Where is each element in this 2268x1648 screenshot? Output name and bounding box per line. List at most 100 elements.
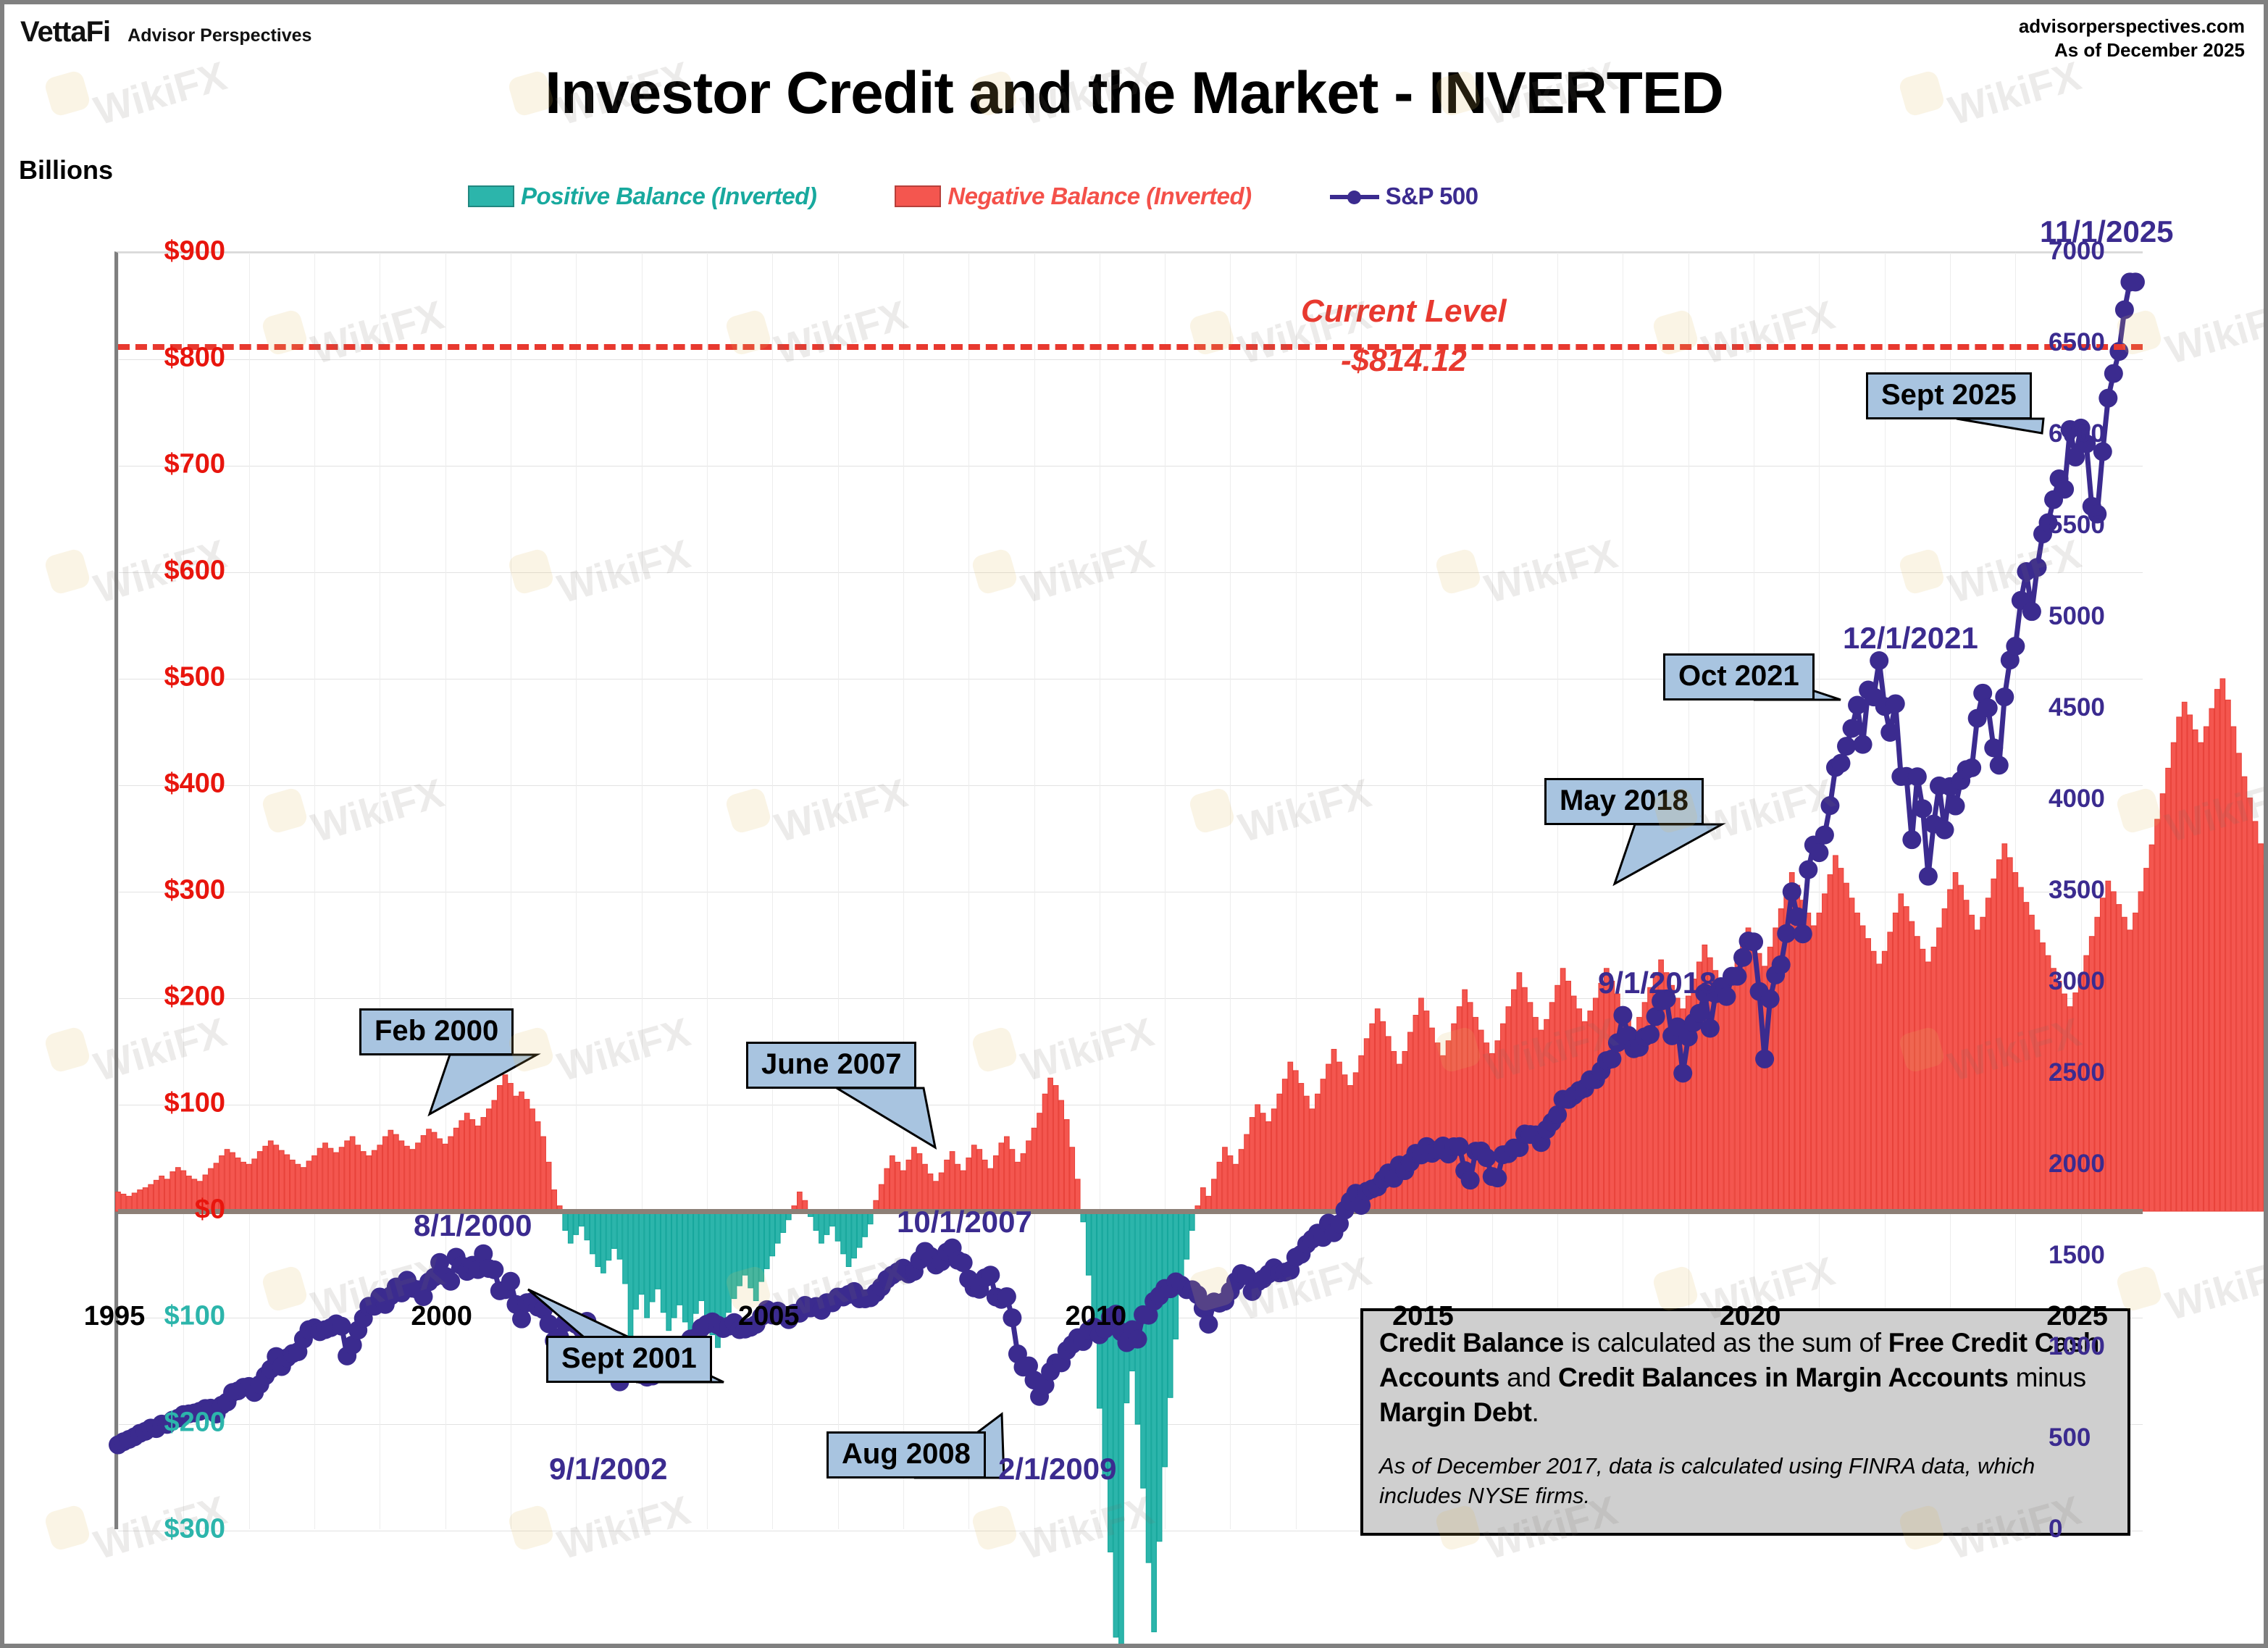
vertical-gridline bbox=[314, 253, 315, 1529]
sp500-point bbox=[981, 1266, 1000, 1285]
sp500-point bbox=[1460, 1171, 1480, 1190]
sp500-point bbox=[1842, 719, 1862, 738]
vertical-gridline bbox=[837, 253, 839, 1529]
sp500-point bbox=[1602, 1049, 1622, 1068]
y-axis-right-tick: 0 bbox=[2049, 1515, 2063, 1543]
callout-may-2018[interactable]: May 2018 bbox=[1544, 778, 1704, 825]
wikifx-watermark-text: WikiFX bbox=[2160, 1247, 2268, 1329]
sp500-point bbox=[1788, 907, 1807, 927]
sp500-point bbox=[1848, 695, 1867, 715]
sp500-point bbox=[1018, 1356, 1038, 1376]
sp500-point bbox=[1815, 825, 1834, 845]
x-axis-tick: 1995 bbox=[83, 1301, 146, 1331]
legend-item-sp500[interactable]: S&P 500 bbox=[1329, 183, 1478, 210]
methodology-note-main: Credit Balance is calculated as the sum … bbox=[1379, 1326, 2112, 1430]
sp500-point bbox=[1777, 924, 1796, 943]
vertical-gridline bbox=[772, 253, 774, 1529]
callout-sept-2025[interactable]: Sept 2025 bbox=[1866, 372, 2032, 419]
sp500-point bbox=[1782, 882, 1802, 901]
y-axis-left-tick: $100 bbox=[164, 1300, 225, 1331]
callout-feb-2000[interactable]: Feb 2000 bbox=[359, 1008, 514, 1055]
sp500-point bbox=[2038, 513, 2058, 532]
y-axis-units-label: Billions bbox=[19, 155, 114, 185]
sp500-point bbox=[2066, 447, 2085, 467]
sp500-point bbox=[1003, 1308, 1022, 1328]
vertical-gridline bbox=[1491, 253, 1493, 1529]
sp500-point bbox=[485, 1260, 504, 1279]
vertical-gridline bbox=[1295, 253, 1297, 1529]
legend-item-positive-balance[interactable]: Positive Balance (Inverted) bbox=[468, 183, 817, 210]
y-axis-left-tick: $300 bbox=[164, 874, 225, 905]
legend-item-negative-balance[interactable]: Negative Balance (Inverted) bbox=[895, 183, 1252, 210]
callout-leader bbox=[427, 1053, 541, 1117]
sp500-point bbox=[1700, 1019, 1720, 1038]
sp500-point bbox=[2028, 558, 2047, 577]
note-text-2: and bbox=[1499, 1363, 1558, 1393]
x-axis-tick: 2015 bbox=[1392, 1301, 1454, 1331]
plot-area bbox=[109, 251, 2264, 1644]
horizontal-gridline bbox=[118, 998, 2143, 999]
sp500-point bbox=[1733, 948, 1753, 967]
bar bbox=[2181, 701, 2188, 1212]
horizontal-gridline bbox=[118, 253, 2143, 254]
sp500-point bbox=[1907, 767, 1927, 787]
vertical-gridline bbox=[641, 253, 643, 1529]
current-level-annotation: Current Level -$814.12 bbox=[1301, 287, 1507, 385]
sp500-point bbox=[2055, 480, 2075, 499]
sp500-point bbox=[1809, 843, 1829, 863]
sp500-point bbox=[332, 1316, 351, 1336]
callout-oct-2021[interactable]: Oct 2021 bbox=[1663, 653, 1815, 700]
sp500-point bbox=[343, 1335, 362, 1355]
x-axis-tick: 2005 bbox=[737, 1301, 800, 1331]
y-axis-right-tick: 5000 bbox=[2049, 602, 2105, 630]
y-axis-left-tick: $200 bbox=[164, 981, 225, 1012]
bar bbox=[2159, 793, 2166, 1212]
sp500-point bbox=[1771, 955, 1791, 974]
bar bbox=[2170, 742, 2177, 1212]
sp500-point bbox=[1870, 651, 1889, 670]
sp500-point bbox=[1449, 1137, 1469, 1156]
sp500-point bbox=[2006, 637, 2025, 656]
date-label-9-1-2018: 9/1/2018 bbox=[1598, 966, 1717, 1000]
callout-june-2007[interactable]: June 2007 bbox=[746, 1042, 917, 1089]
vertical-gridline bbox=[183, 253, 185, 1529]
wikifx-watermark-icon bbox=[43, 547, 92, 596]
note-text-4: . bbox=[1531, 1397, 1539, 1428]
sp500-point bbox=[1853, 735, 1872, 754]
vertical-gridline bbox=[1557, 253, 1559, 1529]
sp500-point bbox=[1831, 753, 1851, 773]
sp500-point bbox=[1488, 1168, 1507, 1188]
vertical-gridline bbox=[1034, 253, 1035, 1529]
sp500-point bbox=[1962, 758, 1982, 777]
current-level-value: -$814.12 bbox=[1340, 343, 1467, 379]
sp500-point bbox=[1689, 1003, 1709, 1023]
y-axis-right-tick: 2500 bbox=[2049, 1058, 2105, 1087]
bar bbox=[2241, 776, 2248, 1212]
x-axis-tick: 2025 bbox=[2046, 1301, 2108, 1331]
y-axis-right-tick: 4500 bbox=[2049, 693, 2105, 721]
callout-aug-2008[interactable]: Aug 2008 bbox=[827, 1431, 986, 1478]
methodology-note: Credit Balance is calculated as the sum … bbox=[1360, 1308, 2130, 1536]
sp500-point bbox=[2098, 388, 2118, 408]
x-axis-tick: 2010 bbox=[1065, 1301, 1127, 1331]
sp500-point bbox=[1918, 866, 1938, 886]
bar bbox=[2214, 689, 2220, 1212]
sp500-point bbox=[1641, 1025, 1660, 1045]
horizontal-gridline bbox=[118, 466, 2143, 467]
sp500-point bbox=[1548, 1105, 1568, 1124]
sp500-point bbox=[501, 1271, 520, 1291]
methodology-note-source: As of December 2017, data is calculated … bbox=[1379, 1453, 2035, 1509]
sp500-point bbox=[511, 1309, 531, 1329]
callout-sept-2001[interactable]: Sept 2001 bbox=[546, 1336, 712, 1383]
sp500-point bbox=[1477, 1148, 1497, 1168]
vertical-gridline bbox=[2080, 253, 2082, 1529]
sp500-point bbox=[953, 1253, 973, 1273]
vertical-gridline bbox=[118, 253, 119, 1529]
callout-leader bbox=[1956, 417, 2045, 435]
note-term-free-credit: Free Credit Cash Accounts bbox=[1379, 1328, 2100, 1393]
y-axis-right-tick: 5500 bbox=[2049, 511, 2105, 539]
note-text-1: is calculated as the sum of bbox=[1563, 1328, 1888, 1358]
legend-swatch-negative bbox=[895, 185, 942, 207]
legend-swatch-sp500 bbox=[1329, 185, 1379, 207]
